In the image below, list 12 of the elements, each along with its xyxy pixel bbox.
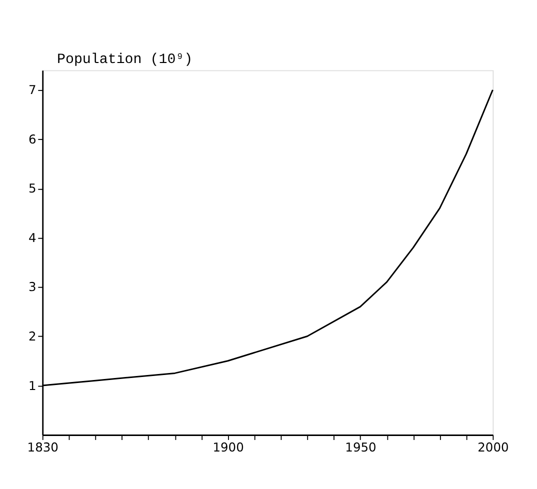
y-tick-label: 2	[28, 329, 36, 344]
y-tick-label: 5	[28, 182, 36, 196]
x-tick-label: 1900	[212, 440, 244, 454]
y-tick-label: 6	[28, 132, 36, 146]
y-tick-label: 3	[28, 280, 36, 294]
y-tick-label: 4	[28, 230, 36, 245]
y-axis-title: Population (10⁹)	[56, 52, 193, 68]
y-tick-label: 1	[28, 378, 36, 393]
x-tick-label: 1950	[345, 440, 376, 454]
x-tick-label: 2000	[478, 440, 509, 454]
y-tick-label: 7	[28, 83, 36, 98]
x-tick-label: 1830	[27, 440, 58, 454]
